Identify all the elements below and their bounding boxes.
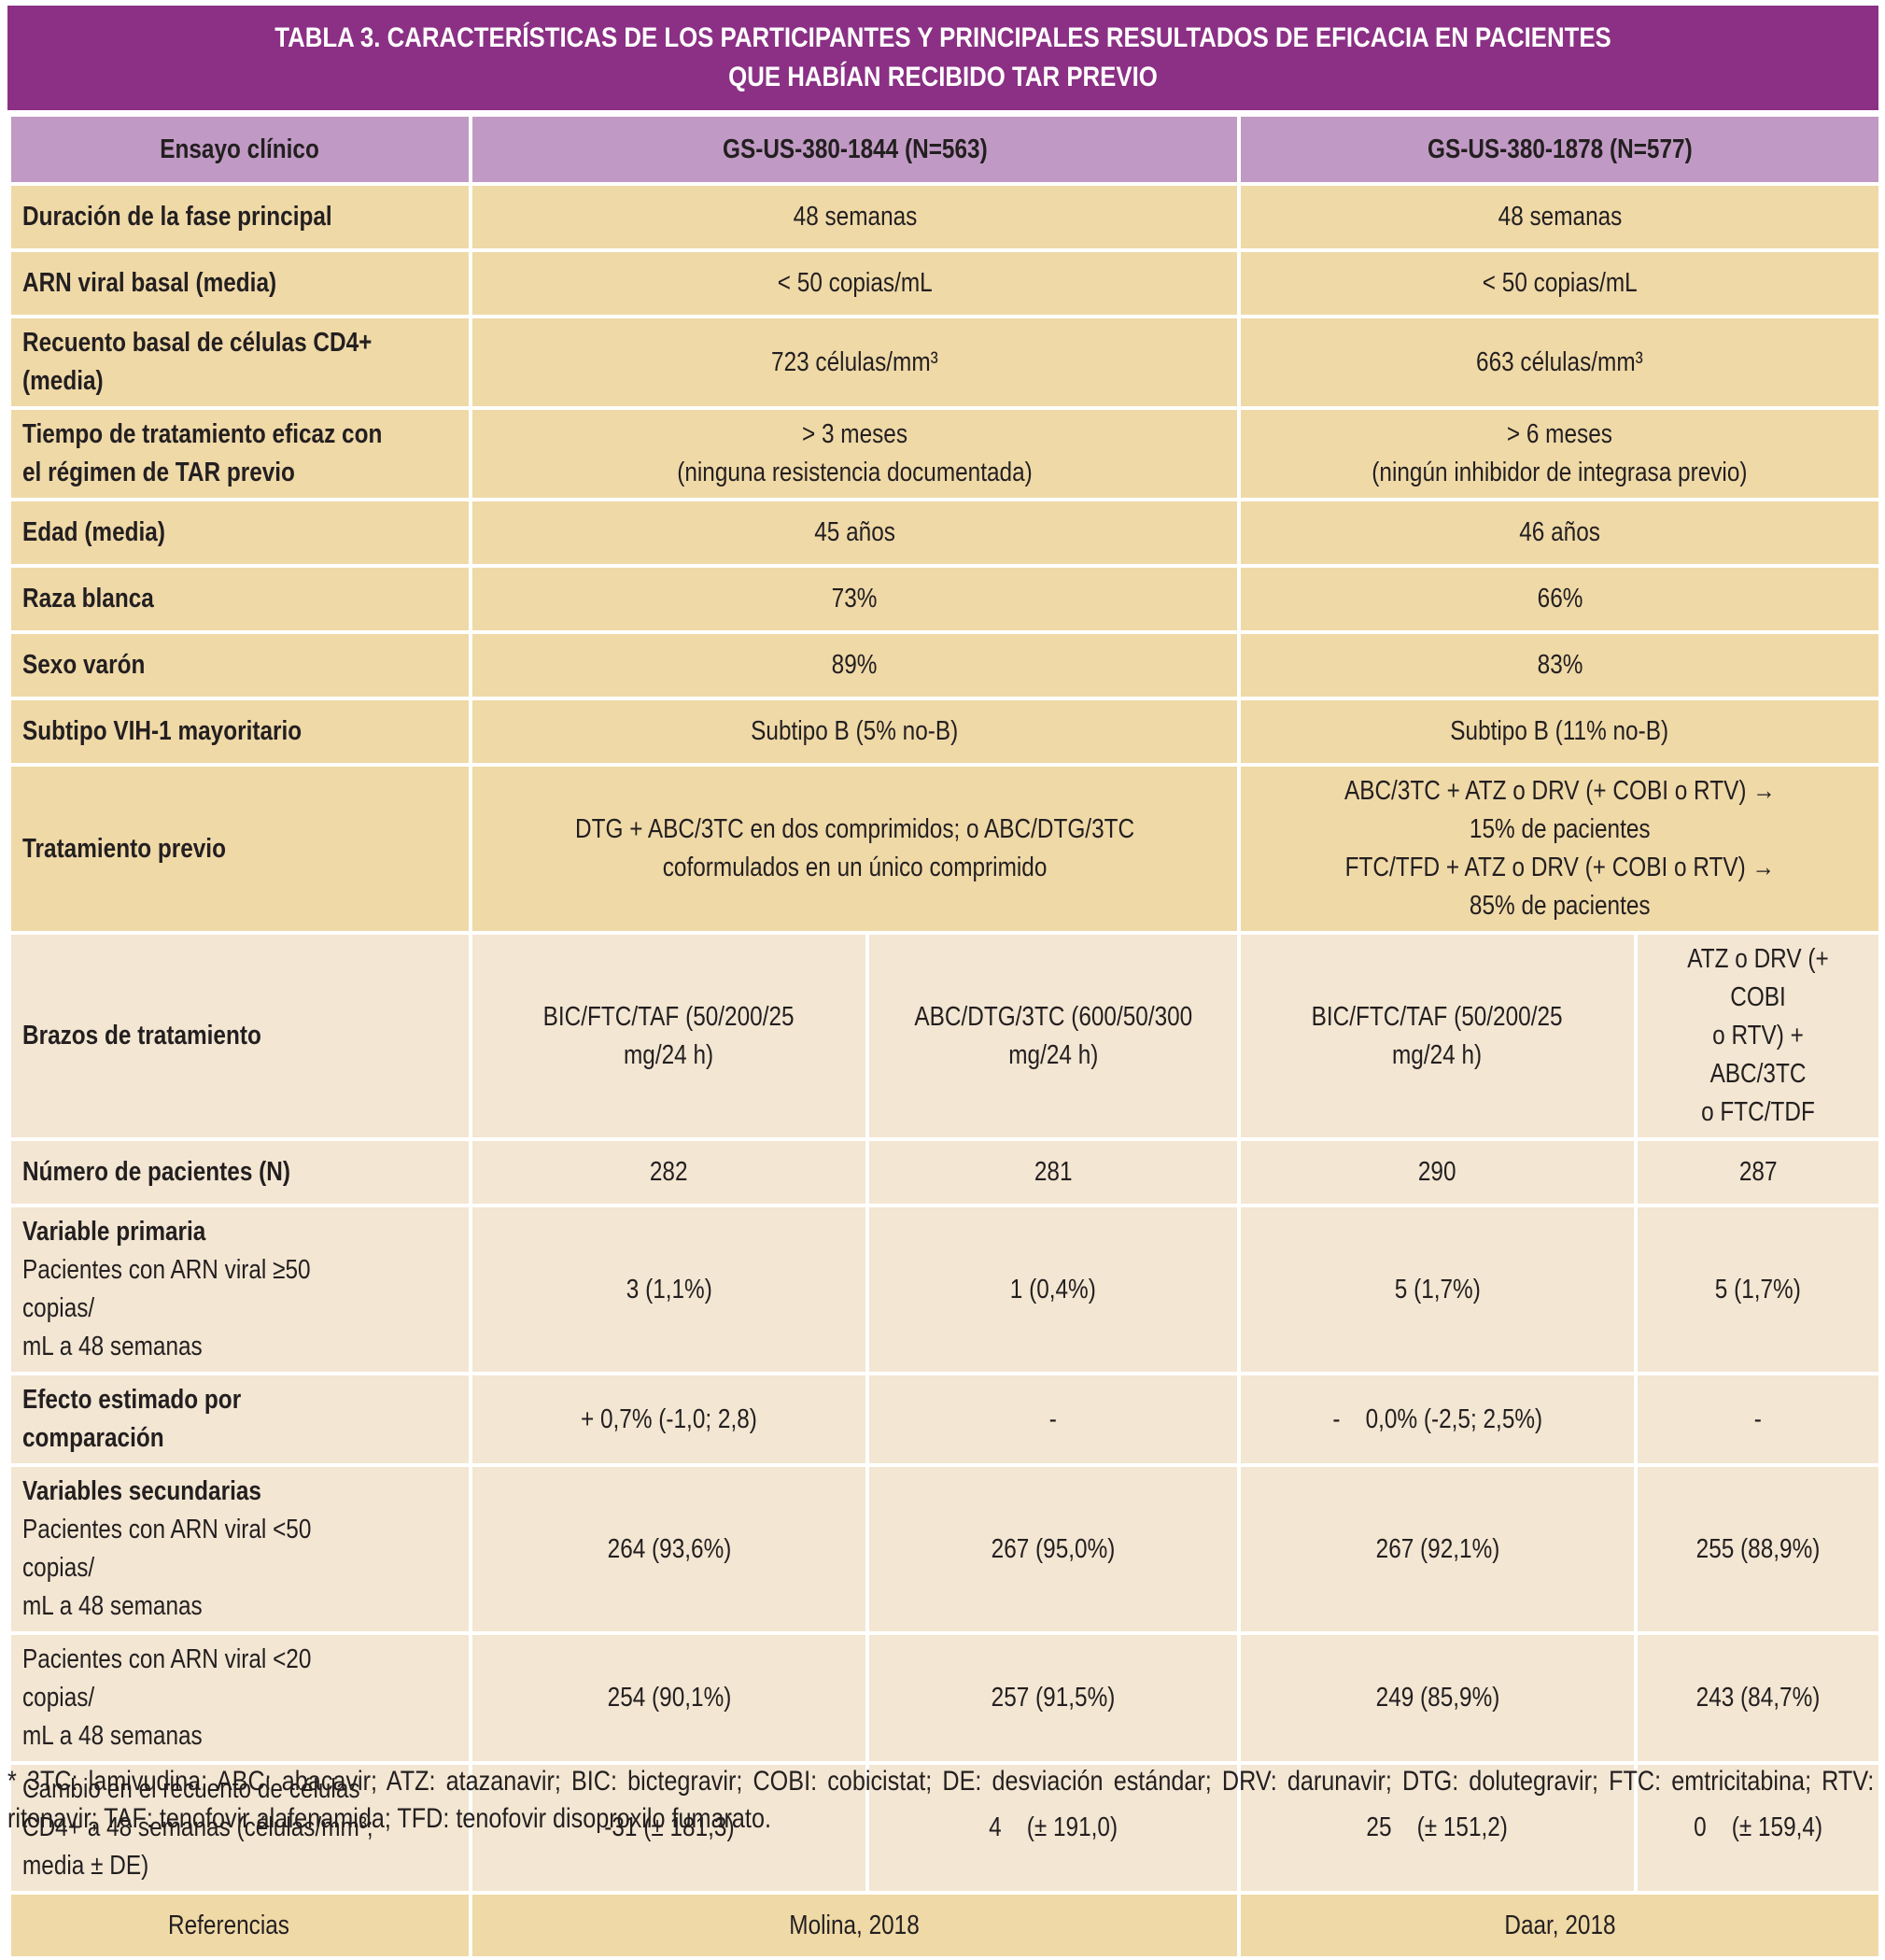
header-row: Ensayo clínico GS-US-380-1844 (N=563) GS… xyxy=(7,113,1883,186)
cell-trial2: Subtipo B (11% no-B) xyxy=(1237,697,1883,767)
value-cell: 5 (1,7%) xyxy=(1237,1204,1639,1375)
arm-cell: ABC/DTG/3TC (600/50/300 mg/24 h) xyxy=(865,931,1242,1141)
n-patients-row: Número de pacientes (N) 282 281 290 287 xyxy=(7,1137,1883,1207)
value-cell: 1 (0,4%) xyxy=(865,1204,1242,1375)
row-label: Número de pacientes (N) xyxy=(7,1137,472,1207)
value-cell: 282 xyxy=(469,1137,869,1207)
cell-trial2: < 50 copias/mL xyxy=(1237,248,1883,318)
header-trial-1878: GS-US-380-1878 (N=577) xyxy=(1237,113,1883,186)
cell-trial2: ABC/3TC + ATZ o DRV (+ COBI o RTV) → 15%… xyxy=(1237,763,1883,935)
cell-trial1: 89% xyxy=(468,630,1242,700)
arm-cell: BIC/FTC/TAF (50/200/25 mg/24 h) xyxy=(1237,931,1639,1141)
cell-trial1: 723 células/mm³ xyxy=(468,315,1242,410)
header-trial-label: Ensayo clínico xyxy=(7,113,472,186)
primary-heading: Variable primaria xyxy=(22,1217,206,1247)
cell-trial1: Subtipo B (5% no-B) xyxy=(468,697,1242,767)
cell-trial1: 45 años xyxy=(468,498,1242,568)
row-label: Pacientes con ARN viral <20 copias/ mL a… xyxy=(7,1631,472,1765)
row-label: Recuento basal de células CD4+ (media) xyxy=(7,315,472,410)
row-label: Brazos de tratamiento xyxy=(7,931,472,1141)
cell-trial1: < 50 copias/mL xyxy=(468,248,1242,318)
secondary-heading: Variables secundarias xyxy=(22,1476,261,1506)
cell-trial2: 83% xyxy=(1237,630,1883,700)
table-row: Tratamiento previo DTG + ABC/3TC en dos … xyxy=(7,763,1883,935)
cell-trial2: 663 células/mm³ xyxy=(1237,315,1883,410)
value-cell: 290 xyxy=(1237,1137,1639,1207)
cell-trial1: DTG + ABC/3TC en dos comprimidos; o ABC/… xyxy=(468,763,1242,935)
cell-trial1: 48 semanas xyxy=(468,182,1242,252)
value-cell: 255 (88,9%) xyxy=(1634,1463,1883,1635)
cell-trial2: 46 años xyxy=(1237,498,1883,568)
value-cell: 267 (92,1%) xyxy=(1237,1463,1639,1635)
table-title-line1: TABLA 3. CARACTERÍSTICAS DE LOS PARTICIP… xyxy=(274,22,1611,53)
value-cell: 243 (84,7%) xyxy=(1634,1631,1883,1765)
cell-trial2: > 6 meses (ningún inhibidor de integrasa… xyxy=(1237,406,1883,501)
value-cell: 264 (93,6%) xyxy=(469,1463,869,1635)
table-title-line2: QUE HABÍAN RECIBIDO TAR PREVIO xyxy=(728,62,1158,92)
table-row: Tiempo de tratamiento eficaz con el régi… xyxy=(7,406,1883,501)
results-table: Ensayo clínico GS-US-380-1844 (N=563) GS… xyxy=(7,113,1883,1960)
row-label: Edad (media) xyxy=(7,498,472,568)
table-row: Raza blanca 73% 66% xyxy=(7,564,1883,634)
references-label: Referencias xyxy=(7,1891,472,1960)
row-label: Raza blanca xyxy=(7,564,472,634)
secondary-row: Variables secundarias Pacientes con ARN … xyxy=(7,1463,1883,1635)
row-label: Variable primaria Pacientes con ARN vira… xyxy=(7,1204,472,1375)
value-cell: - xyxy=(1634,1372,1883,1467)
table-row: Subtipo VIH-1 mayoritario Subtipo B (5% … xyxy=(7,697,1883,767)
row-label: Tratamiento previo xyxy=(7,763,472,935)
value-cell: 281 xyxy=(865,1137,1242,1207)
header-trial-1844: GS-US-380-1844 (N=563) xyxy=(468,113,1242,186)
row-label: Duración de la fase principal xyxy=(7,182,472,252)
value-cell: 287 xyxy=(1634,1137,1883,1207)
effect-row: Efecto estimado por comparación + 0,7% (… xyxy=(7,1372,1883,1467)
row-label: ARN viral basal (media) xyxy=(7,248,472,318)
value-cell: 3 (1,1%) xyxy=(469,1204,869,1375)
table-row: Sexo varón 89% 83% xyxy=(7,630,1883,700)
table-row: Recuento basal de células CD4+ (media) 7… xyxy=(7,315,1883,410)
row-label: Subtipo VIH-1 mayoritario xyxy=(7,697,472,767)
value-cell: 5 (1,7%) xyxy=(1634,1204,1883,1375)
cell-trial1: > 3 meses (ninguna resistencia documenta… xyxy=(468,406,1242,501)
value-cell: + 0,7% (-1,0; 2,8) xyxy=(469,1372,869,1467)
arm-cell: BIC/FTC/TAF (50/200/25 mg/24 h) xyxy=(469,931,869,1141)
reference-trial1: Molina, 2018 xyxy=(468,1891,1242,1960)
value-cell: - xyxy=(865,1372,1242,1467)
row-label: Variables secundarias Pacientes con ARN … xyxy=(7,1463,472,1635)
value-cell: 249 (85,9%) xyxy=(1237,1631,1639,1765)
row-label: Sexo varón xyxy=(7,630,472,700)
reference-trial2: Daar, 2018 xyxy=(1237,1891,1883,1960)
table-row: ARN viral basal (media) < 50 copias/mL <… xyxy=(7,248,1883,318)
table-row: Duración de la fase principal 48 semanas… xyxy=(7,182,1883,252)
value-cell: 257 (91,5%) xyxy=(865,1631,1242,1765)
row-label: Tiempo de tratamiento eficaz con el régi… xyxy=(7,406,472,501)
row-label: Efecto estimado por comparación xyxy=(7,1372,472,1467)
cell-trial2: 66% xyxy=(1237,564,1883,634)
arms-row: Brazos de tratamiento BIC/FTC/TAF (50/20… xyxy=(7,931,1883,1141)
table-container: TABLA 3. CARACTERÍSTICAS DE LOS PARTICIP… xyxy=(7,6,1883,1960)
value-cell: 254 (90,1%) xyxy=(469,1631,869,1765)
references-row: Referencias Molina, 2018 Daar, 2018 xyxy=(7,1891,1883,1960)
table-row: Edad (media) 45 años 46 años xyxy=(7,498,1883,568)
value-cell: - 0,0% (-2,5; 2,5%) xyxy=(1237,1372,1639,1467)
value-cell: 267 (95,0%) xyxy=(865,1463,1242,1635)
abbreviations-footnote: * 3TC: lamivudina; ABC: abacavir; ATZ: a… xyxy=(7,1766,1875,1834)
table-title: TABLA 3. CARACTERÍSTICAS DE LOS PARTICIP… xyxy=(7,6,1878,110)
primary-endpoint-row: Variable primaria Pacientes con ARN vira… xyxy=(7,1204,1883,1375)
cell-trial1: 73% xyxy=(468,564,1242,634)
secondary-row: Pacientes con ARN viral <20 copias/ mL a… xyxy=(7,1631,1883,1765)
arm-cell: ATZ o DRV (+ COBI o RTV) + ABC/3TC o FTC… xyxy=(1634,931,1883,1141)
primary-label: Pacientes con ARN viral ≥50 copias/ mL a… xyxy=(22,1255,311,1361)
cell-trial2: 48 semanas xyxy=(1237,182,1883,252)
